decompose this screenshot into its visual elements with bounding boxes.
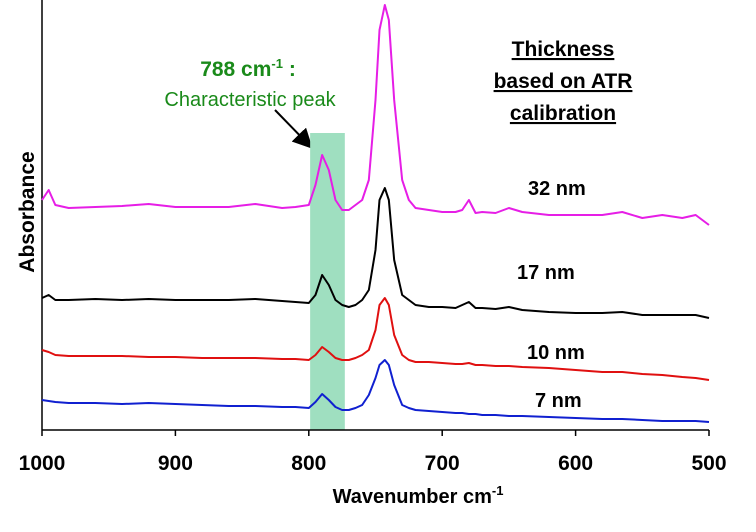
annotation-sup: -1: [271, 56, 283, 71]
y-axis-label: Absorbance: [16, 151, 39, 272]
x-axis-label-main: Wavenumber cm: [333, 486, 492, 508]
spectrum-line: [41, 359, 710, 423]
annotation-arrow: [274, 109, 313, 149]
annotation-tail: :: [283, 58, 296, 81]
x-axis-label-sup: -1: [492, 483, 504, 498]
x-tick-label: 700: [425, 452, 460, 475]
x-tick-label: 1000: [19, 452, 66, 475]
spectrum-line: [41, 187, 710, 319]
annotation-subtitle: Characteristic peak: [164, 89, 336, 111]
annotation-title: 788 cm-1 :: [200, 56, 296, 81]
series-label: 32 nm: [528, 178, 586, 200]
x-tick-label: 900: [158, 452, 193, 475]
x-tick-label: 600: [558, 452, 593, 475]
x-axis-label: Wavenumber cm-1: [333, 483, 504, 508]
x-tick-label: 800: [291, 452, 326, 475]
spectrum-line: [41, 4, 710, 226]
series-label: 10 nm: [527, 342, 585, 364]
series-label: 7 nm: [535, 390, 582, 412]
legend-title: Thickness: [512, 38, 615, 61]
legend-title: calibration: [510, 102, 616, 125]
legend-title: based on ATR: [494, 70, 633, 93]
x-tick-label: 500: [691, 452, 726, 475]
annotation-main: 788 cm: [200, 58, 271, 81]
series-label: 17 nm: [517, 262, 575, 284]
spectrum-line: [41, 297, 710, 381]
